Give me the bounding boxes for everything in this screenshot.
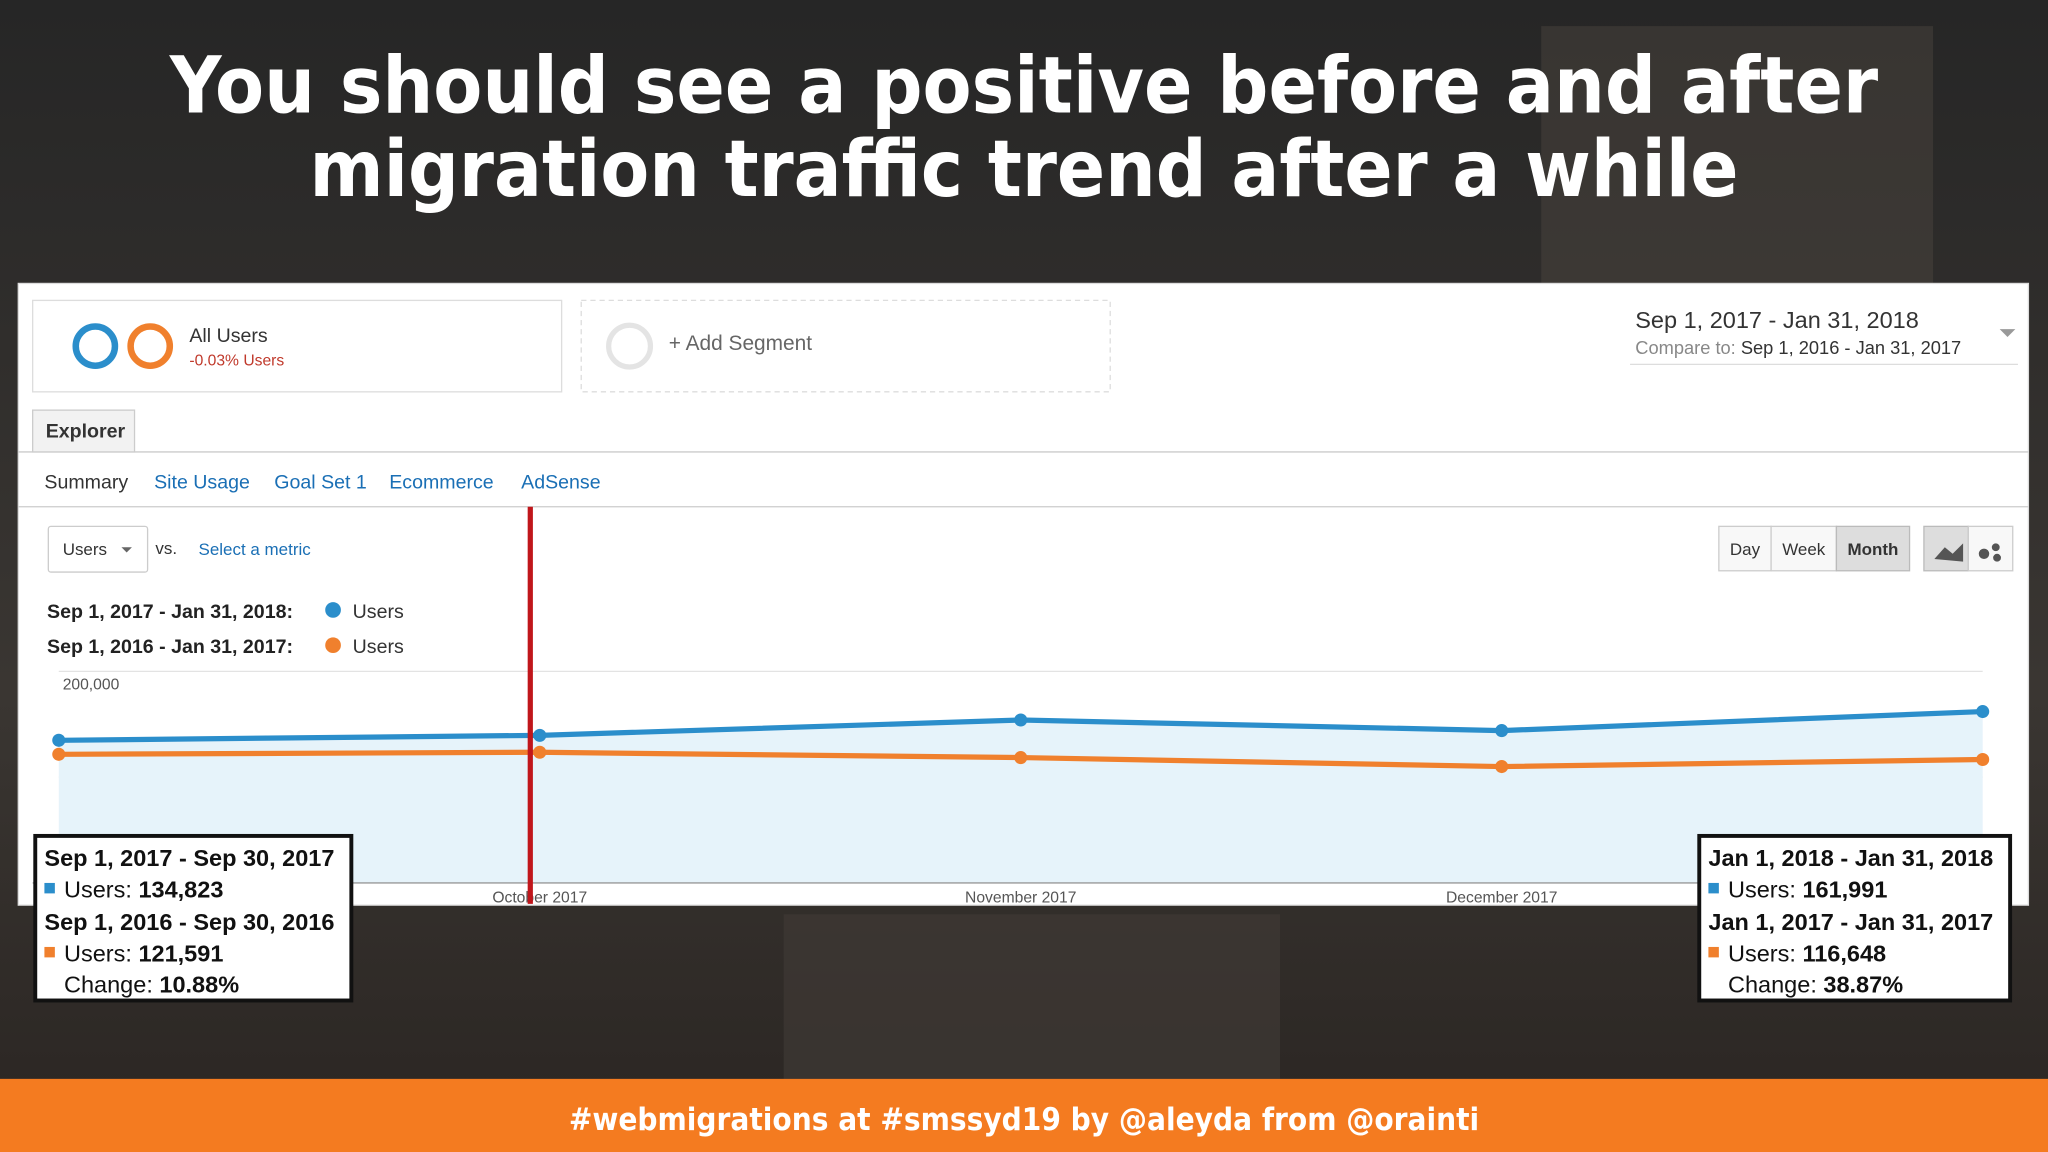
data-point [533, 745, 547, 759]
x-tick-label: October 2017 [492, 890, 587, 907]
metric-label: Users [63, 540, 107, 559]
dropdown-arrow [121, 547, 132, 553]
tooltip: Sep 1, 2017 - Sep 30, 2017 Users: 134,82… [33, 833, 354, 1003]
tooltip-label: Users: [1728, 940, 1796, 966]
segment-icon [606, 322, 654, 370]
granularity-label: Week [1782, 540, 1826, 559]
vs-label: vs. [155, 539, 177, 558]
dropdown-arrow[interactable] [1999, 329, 2016, 337]
line-chart: Sep 1, 2017 - Jan 31, 2018: Users Sep 1, 2… [32, 601, 2009, 907]
tooltip-period: Sep 1, 2016 - Sep 30, 2016 [44, 909, 334, 935]
tooltip-label: Change: [1728, 972, 1817, 998]
tooltip-line: Users: 116,648 [1728, 940, 1886, 966]
footer-text: #webmigrations at #smssyd19 by @aleyda f… [569, 1102, 1479, 1138]
tooltip-line: Change: 10.88% [64, 972, 239, 998]
tooltip-line: Users: 134,823 [64, 876, 223, 902]
data-point [533, 728, 547, 742]
add-segment-label: + Add Segment [669, 332, 813, 355]
tooltip-box [33, 833, 354, 1003]
segment-change: -0.03% Users [189, 353, 284, 370]
data-point [1976, 752, 1990, 767]
tooltip-swatch [44, 946, 55, 958]
tooltip-value: 121,591 [138, 940, 223, 966]
legend-entry: Users [353, 601, 404, 623]
legend-swatch [325, 637, 341, 654]
legend-period: Sep 1, 2016 - Jan 31, 2017: [47, 636, 293, 658]
compare-range: Compare to: Sep 1, 2016 - Jan 31, 2017 [1635, 337, 1961, 358]
granularity-button[interactable] [1718, 525, 1772, 572]
subtab[interactable]: AdSense [521, 471, 601, 493]
subtab[interactable]: Goal Set 1 [274, 471, 367, 493]
add-segment[interactable] [580, 299, 1111, 393]
bg-box [783, 914, 1280, 1079]
tooltip-swatch [1708, 882, 1719, 894]
tooltip-swatch [1708, 946, 1719, 958]
x-tick-label: November 2017 [965, 890, 1076, 907]
segment-icon [72, 323, 119, 369]
legend-swatch [325, 602, 341, 618]
tooltip-period: Sep 1, 2017 - Sep 30, 2017 [44, 845, 334, 871]
segment-card[interactable] [31, 299, 563, 393]
data-point [1014, 751, 1028, 765]
date-range[interactable]: Sep 1, 2017 - Jan 31, 2018 [1635, 307, 1919, 333]
tooltip-value: 116,648 [1802, 940, 1886, 966]
tooltip-label: Users: [1728, 876, 1796, 902]
data-point [1495, 724, 1509, 738]
data-point [1495, 760, 1509, 774]
tooltip-label: Change: [64, 972, 153, 998]
metric-select[interactable] [47, 525, 149, 573]
motion-chart-icon [1993, 553, 2001, 562]
legend-entry: Users [353, 636, 404, 658]
data-point [1976, 705, 1990, 719]
tooltip-period: Jan 1, 2017 - Jan 31, 2017 [1708, 909, 1993, 935]
legend-period: Sep 1, 2017 - Jan 31, 2018: [47, 601, 293, 623]
tooltip-value: 10.88% [159, 972, 239, 998]
chart-type-button[interactable] [1967, 525, 2014, 572]
motion-chart-icon [1978, 548, 1990, 560]
x-tick-label: December 2017 [1446, 890, 1557, 907]
tooltip-period: Jan 1, 2018 - Jan 31, 2018 [1708, 845, 1993, 871]
segment-label: All Users [189, 325, 268, 347]
bg-box [1541, 26, 1934, 288]
subtab[interactable]: Ecommerce [389, 471, 494, 493]
y-tick-label: 200,000 [63, 677, 120, 694]
tooltip: Jan 1, 2018 - Jan 31, 2018 Users: 161,99… [1697, 833, 2013, 1003]
granularity-label: Day [1730, 540, 1761, 559]
tooltip-swatch [44, 882, 55, 894]
line-chart-icon [1934, 543, 1964, 562]
tooltip-box [1697, 833, 2013, 1003]
tooltip-label: Users: [64, 876, 132, 902]
granularity-label: Month [1848, 540, 1899, 559]
tooltip-label: Users: [64, 940, 132, 966]
tab[interactable] [32, 409, 136, 453]
motion-chart-icon [1991, 543, 2000, 552]
segment-icon [127, 323, 174, 369]
slide-title: You should see a positive before and aft… [169, 40, 1879, 131]
granularity-button[interactable] [1835, 525, 1911, 572]
data-point [52, 733, 66, 747]
tooltip-line: Users: 121,591 [64, 940, 223, 966]
compare-date: Sep 1, 2016 - Jan 31, 2017 [1741, 337, 1961, 358]
tab-label: Explorer [46, 421, 126, 443]
select-metric[interactable]: Select a metric [199, 540, 312, 559]
tooltip-value: 134,823 [138, 876, 223, 902]
tooltip-value: 161,991 [1802, 876, 1887, 902]
footer-bar [0, 1078, 2048, 1152]
tooltip-line: Change: 38.87% [1728, 972, 1903, 998]
slide-title: migration traffic trend after a while [310, 124, 1739, 215]
subtab[interactable]: Summary [44, 471, 128, 493]
subtab[interactable]: Site Usage [154, 471, 250, 493]
tooltip-value: 38.87% [1823, 972, 1903, 998]
data-point [52, 747, 66, 761]
data-point [1014, 713, 1028, 727]
compare-label: Compare to: [1635, 337, 1736, 358]
tooltip-line: Users: 161,991 [1728, 876, 1887, 902]
